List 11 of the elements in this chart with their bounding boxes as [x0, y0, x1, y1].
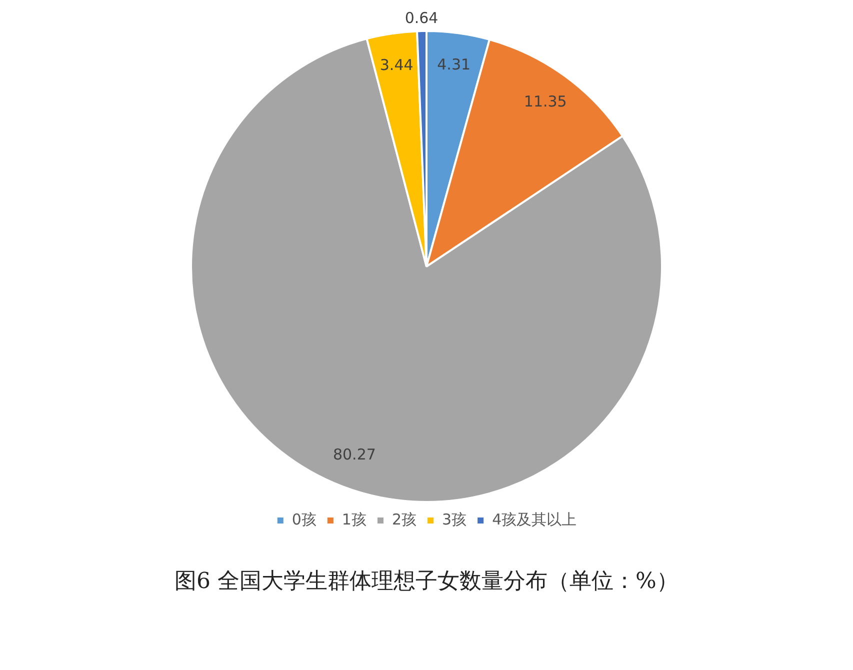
- data-label: 4.31: [437, 56, 471, 74]
- data-label: 11.35: [524, 92, 567, 110]
- legend-label: 4孩及其以上: [492, 510, 577, 528]
- data-label: 80.27: [332, 446, 376, 464]
- legend-label: 3孩: [442, 510, 467, 528]
- data-label: 0.64: [404, 8, 438, 27]
- legend-label: 0孩: [292, 510, 316, 528]
- data-label: 3.44: [380, 56, 414, 74]
- legend-label: 2孩: [392, 510, 417, 528]
- text: 图6 全国大学生群体理想子女数量分布（单位：%）: [174, 568, 680, 596]
- legend-label: 1孩: [342, 510, 366, 528]
